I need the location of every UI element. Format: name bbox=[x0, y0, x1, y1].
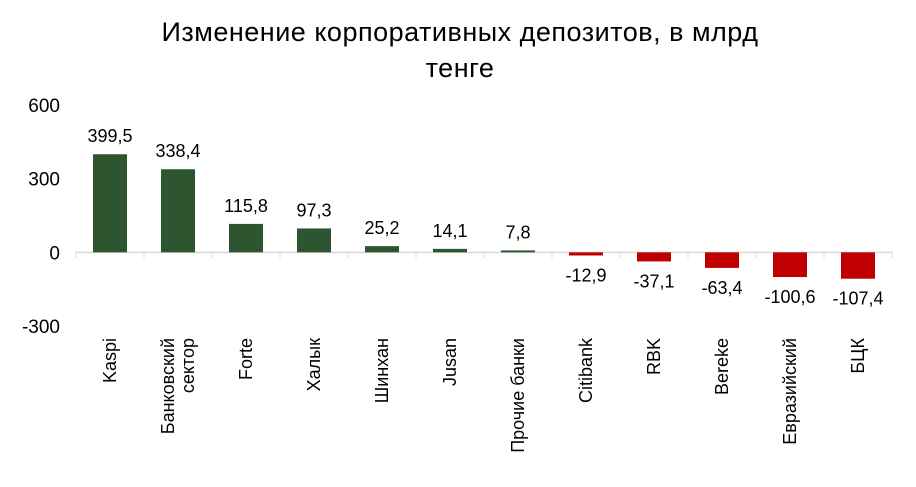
chart-title: Изменение корпоративных депозитов, в млр… bbox=[60, 14, 860, 86]
data-label: -12,9 bbox=[565, 266, 606, 286]
x-axis bbox=[75, 251, 893, 259]
data-label: 399,5 bbox=[87, 126, 132, 146]
data-label: 25,2 bbox=[364, 218, 399, 238]
category-label: Kaspi bbox=[100, 338, 120, 383]
bar bbox=[365, 246, 399, 253]
category-label: БЦК bbox=[848, 337, 868, 373]
bar bbox=[637, 252, 671, 262]
bar bbox=[161, 169, 195, 253]
category-label: Банковский bbox=[158, 338, 178, 434]
data-label: 97,3 bbox=[296, 200, 331, 220]
category-labels: Kaspi Банковский сектор Forte Халык Шинхан Jus… bbox=[100, 337, 868, 453]
bar bbox=[229, 223, 263, 253]
data-label: 14,1 bbox=[432, 221, 467, 241]
data-label: -100,6 bbox=[764, 287, 815, 307]
category-label: Прочие банки bbox=[508, 338, 528, 453]
bar bbox=[433, 248, 467, 253]
bar bbox=[773, 252, 807, 278]
bar bbox=[569, 252, 603, 256]
data-labels: 399,5 338,4 115,8 97,3 25,2 14,1 7,8 -12,9 -37,1… bbox=[87, 126, 883, 308]
category-label: Шинхан bbox=[372, 338, 392, 403]
data-label: -107,4 bbox=[832, 289, 883, 309]
bar bbox=[841, 252, 875, 279]
data-label: 338,4 bbox=[155, 141, 200, 161]
category-label: RBK bbox=[644, 338, 664, 375]
data-label: -37,1 bbox=[633, 271, 674, 291]
category-label: Евразийский bbox=[780, 338, 800, 445]
data-label: -63,4 bbox=[701, 278, 742, 298]
category-label: сектор bbox=[178, 338, 198, 393]
category-label: Халык bbox=[304, 338, 324, 391]
y-tick-label: -300 bbox=[22, 317, 60, 338]
bar bbox=[705, 252, 739, 268]
bars bbox=[93, 154, 875, 279]
chart-title-line-1: Изменение корпоративных депозитов, в млр… bbox=[161, 17, 759, 47]
category-label: Forte bbox=[236, 338, 256, 380]
category-label: Bereke bbox=[712, 338, 732, 395]
y-axis: 600 300 0 -300 bbox=[22, 96, 60, 338]
data-label: 115,8 bbox=[224, 196, 268, 216]
data-label: 7,8 bbox=[505, 222, 530, 242]
bar bbox=[297, 228, 331, 253]
chart-title-line-2: тенге bbox=[425, 53, 495, 83]
bar bbox=[93, 154, 127, 253]
y-tick-label: 300 bbox=[28, 170, 60, 191]
y-tick-label: 600 bbox=[28, 96, 60, 117]
y-tick-label: 0 bbox=[49, 243, 60, 264]
category-label: Jusan bbox=[440, 338, 460, 386]
bar bbox=[501, 250, 535, 253]
category-label: Citibank bbox=[576, 337, 596, 403]
